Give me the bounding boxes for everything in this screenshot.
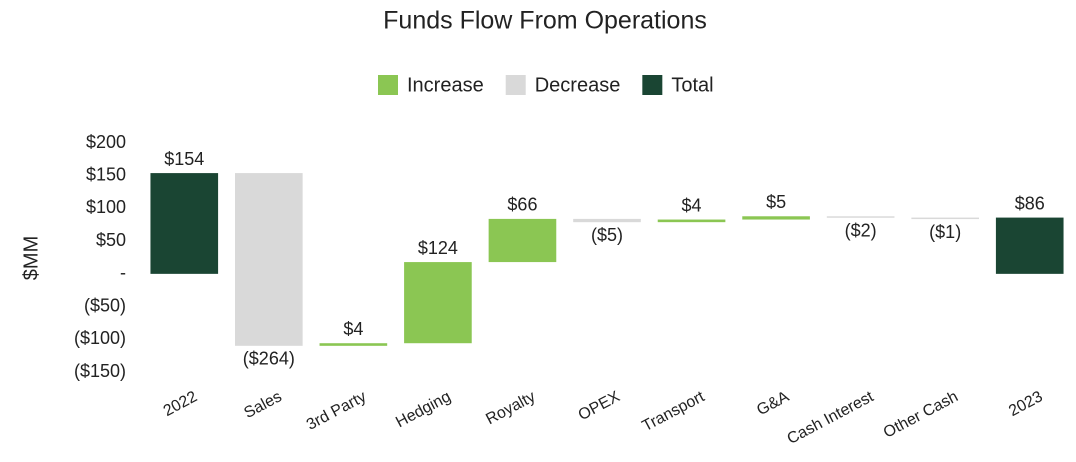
- value-label: ($264): [243, 349, 295, 369]
- bar: [404, 262, 472, 344]
- value-label: $86: [1015, 193, 1045, 213]
- y-tick-label: $50: [96, 230, 126, 250]
- value-label: $124: [418, 238, 458, 258]
- value-label: $154: [164, 149, 204, 169]
- value-label: $4: [682, 195, 702, 215]
- x-tick-label: 2022: [161, 388, 201, 420]
- bar: [319, 343, 388, 346]
- y-tick-label: ($100): [74, 328, 126, 348]
- x-tick-label: Royalty: [483, 388, 538, 428]
- x-tick-label: Cash Interest: [784, 388, 876, 448]
- value-label: ($1): [929, 222, 961, 242]
- legend-swatch: [378, 75, 398, 95]
- x-tick-label: Sales: [241, 388, 284, 422]
- chart-title: Funds Flow From Operations: [383, 7, 707, 35]
- legend-swatch: [505, 75, 526, 95]
- x-tick-label: Transport: [639, 388, 707, 435]
- bar: [826, 216, 895, 218]
- y-tick-label: $200: [86, 132, 126, 152]
- legend-label: Increase: [407, 74, 484, 96]
- value-label: ($5): [591, 225, 623, 245]
- y-tick-label: ($150): [74, 361, 126, 381]
- y-tick-label: ($50): [84, 295, 126, 315]
- value-label: $4: [343, 319, 363, 339]
- value-label: ($2): [845, 221, 877, 241]
- legend-label: Total: [671, 74, 713, 96]
- bar: [911, 217, 979, 220]
- legend-swatch: [642, 75, 663, 95]
- bar: [742, 216, 810, 220]
- bar: [235, 173, 303, 346]
- bar: [657, 219, 726, 223]
- y-axis-title: $MM: [20, 236, 42, 280]
- x-tick-label: Hedging: [393, 388, 454, 431]
- x-tick-label: 3rd Party: [304, 388, 369, 434]
- y-tick-label: -: [120, 263, 126, 283]
- x-tick-label: OPEX: [576, 388, 624, 424]
- bar: [150, 173, 219, 274]
- legend-label: Decrease: [535, 74, 621, 96]
- bar: [488, 218, 557, 263]
- value-label: $5: [766, 192, 786, 212]
- bar: [573, 218, 641, 223]
- value-label: $66: [507, 195, 537, 215]
- x-tick-label: G&A: [754, 388, 792, 419]
- y-tick-label: $150: [86, 164, 126, 184]
- x-tick-label: 2023: [1006, 388, 1046, 420]
- bar: [995, 217, 1064, 274]
- y-tick-label: $100: [86, 197, 126, 217]
- x-tick-label: Other Cash: [881, 388, 961, 441]
